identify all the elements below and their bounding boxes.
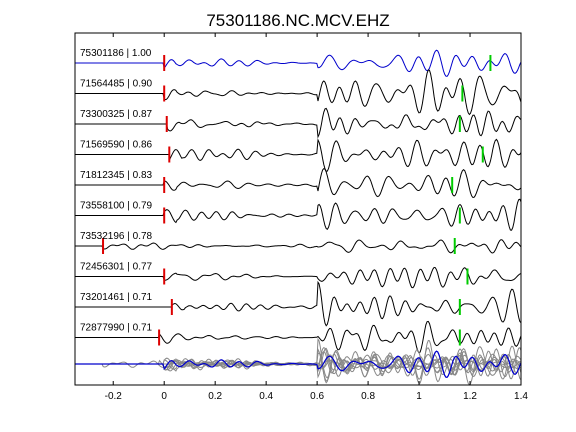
trace-label: 73201461 | 0.71	[80, 292, 153, 303]
trace-label: 71812345 | 0.83	[80, 170, 153, 181]
x-tick-label: 0.4	[259, 391, 273, 402]
x-tick-label: 0.6	[310, 391, 324, 402]
x-tick-label: 0.8	[361, 391, 375, 402]
trace-label: 72456301 | 0.77	[80, 262, 153, 273]
x-axis: -0.2 0 0.2 0.4 0.6 0.8 1 1.2 1.4	[105, 33, 528, 402]
trace-waveform	[75, 167, 522, 199]
x-tick-label: 1.4	[514, 391, 528, 402]
stack-trace	[75, 346, 522, 378]
picks-layer	[102, 55, 492, 346]
trace-waveform	[75, 320, 522, 354]
trace-label: 73532196 | 0.78	[80, 231, 153, 242]
trace-label: 73300325 | 0.87	[80, 109, 153, 120]
trace-waveform	[75, 266, 522, 289]
x-tick-label: -0.2	[105, 391, 123, 402]
trace-waveform	[75, 107, 522, 139]
trace-label: 71569590 | 0.86	[80, 140, 153, 151]
stack-reference-overlay	[75, 350, 522, 378]
trace-label: 71564485 | 0.90	[80, 79, 153, 90]
trace-waveform	[75, 239, 522, 254]
trace-label: 72877990 | 0.71	[80, 323, 153, 334]
trace-waveform	[75, 49, 522, 77]
trace-waveform	[75, 280, 522, 327]
x-tick-label: 0	[161, 391, 167, 402]
trace-label: 73558100 | 0.79	[80, 201, 153, 212]
stack-trace	[75, 337, 522, 384]
x-tick-label: 1	[416, 391, 422, 402]
trace-waveform	[75, 138, 522, 172]
labels-layer: 75301186 | 1.00 71564485 | 0.90 73300325 |…	[80, 48, 153, 334]
chart-title: 75301186.NC.MCV.EHZ	[206, 11, 389, 30]
trace-waveform	[75, 198, 522, 231]
stack-layer	[75, 337, 522, 386]
traces-layer	[75, 49, 522, 354]
trace-waveform	[75, 69, 522, 116]
x-tick-label: 1.2	[463, 391, 477, 402]
x-tick-label: 0.2	[208, 391, 222, 402]
trace-label: 75301186 | 1.00	[80, 48, 152, 59]
plot-frame	[74, 32, 522, 386]
